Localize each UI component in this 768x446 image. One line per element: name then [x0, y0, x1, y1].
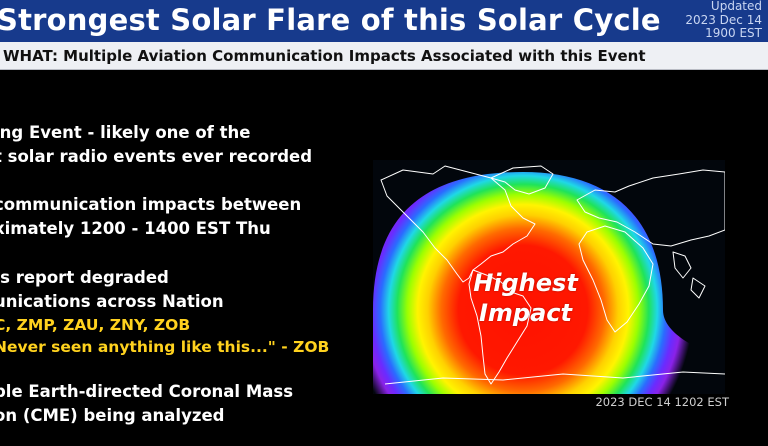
greenland-coast: [490, 165, 554, 195]
south-america-coast: [468, 269, 532, 385]
arabia-coast: [672, 251, 692, 279]
africa-coast: [578, 225, 654, 333]
bullet-line: t solar radio events ever recorded: [0, 147, 313, 166]
impact-label-line1: Highest: [473, 269, 578, 297]
bullet-line: ing Event - likely one of the: [0, 123, 251, 142]
absorption-contours: [373, 172, 725, 394]
subtitle-bar: WHAT: Multiple Aviation Communication Im…: [0, 42, 768, 70]
bullet-event-summary: ing Event - likely one of the t solar ra…: [0, 121, 312, 169]
highest-impact-label: Highest Impact: [453, 268, 598, 328]
coastlines: [380, 165, 725, 385]
bullet-line: ple Earth-directed Coronal Mass: [0, 382, 294, 401]
north-america-coast: [380, 165, 536, 283]
d-region-absorption-map: Highest Impact: [373, 160, 725, 394]
impact-label-line2: Impact: [478, 299, 572, 327]
bullet-line: communication impacts between: [0, 195, 302, 214]
eurasia-coast: [576, 169, 725, 247]
title-bar: Strongest Solar Flare of this Solar Cycl…: [0, 0, 768, 42]
bullet-line: on (CME) being analyzed: [0, 406, 225, 425]
bullet-line: Js report degraded: [0, 268, 169, 287]
bullet-artcc-reports: Js report degraded unications across Nat…: [0, 266, 329, 358]
slide-title: Strongest Solar Flare of this Solar Cycl…: [0, 3, 661, 37]
bullet-line: unications across Nation: [0, 292, 224, 311]
bullet-impact-window: communication impacts between ximately 1…: [0, 193, 301, 241]
map-graphic: [373, 160, 725, 394]
bullet-cme-analysis: ple Earth-directed Coronal Mass on (CME)…: [0, 380, 293, 428]
updated-date: 2023 Dec 14: [685, 12, 762, 27]
updated-label: Updated: [710, 0, 762, 13]
zob-quote: Never seen anything like this..." - ZOB: [0, 338, 330, 356]
bullet-line: ximately 1200 - 1400 EST Thu: [0, 219, 271, 238]
india-coast: [690, 277, 706, 299]
updated-stamp: Updated 2023 Dec 14 1900 EST: [672, 0, 762, 41]
updated-time: 1900 EST: [705, 26, 762, 40]
subtitle-text: WHAT: Multiple Aviation Communication Im…: [3, 47, 646, 65]
map-timestamp: 2023 DEC 14 1202 EST: [595, 395, 729, 409]
antarctica-coast: [384, 371, 725, 385]
artcc-list: C, ZMP, ZAU, ZNY, ZOB: [0, 316, 191, 334]
